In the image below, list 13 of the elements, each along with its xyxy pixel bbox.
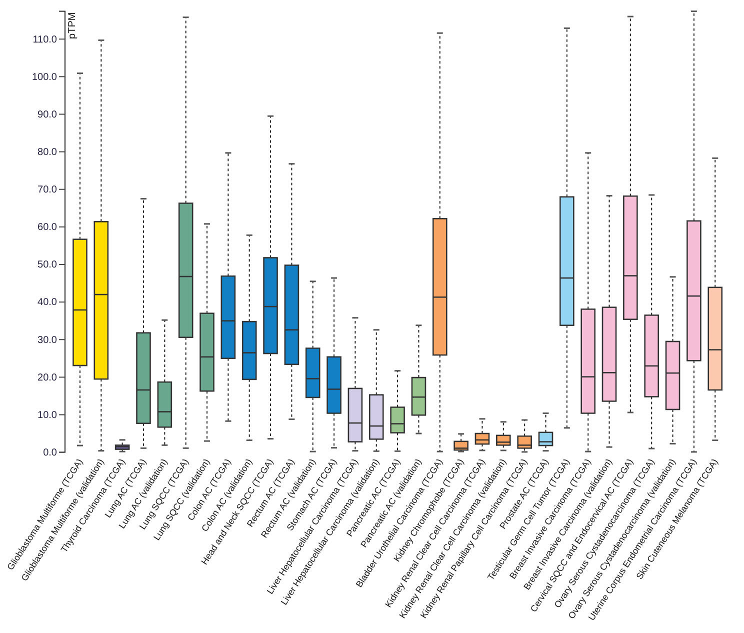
y-tick-label: 0.0	[43, 448, 58, 458]
y-tick-label: 80.0	[38, 146, 58, 158]
y-tick-label: 70.0	[38, 184, 58, 196]
y-tick-label: 110.0	[32, 34, 58, 46]
y-tick-label: 20.0	[38, 372, 58, 384]
y-tick-label: 90.0	[38, 109, 58, 120]
y-axis-title: pTPM	[67, 12, 78, 39]
y-tick-label: 50.0	[38, 260, 58, 271]
y-tick-label: 30.0	[38, 334, 58, 346]
y-tick-label: 40.0	[38, 297, 58, 308]
y-tick-label: 100.0	[32, 72, 58, 83]
y-tick-label: 10.0	[38, 410, 58, 421]
y-tick-label: 60.0	[38, 222, 58, 234]
